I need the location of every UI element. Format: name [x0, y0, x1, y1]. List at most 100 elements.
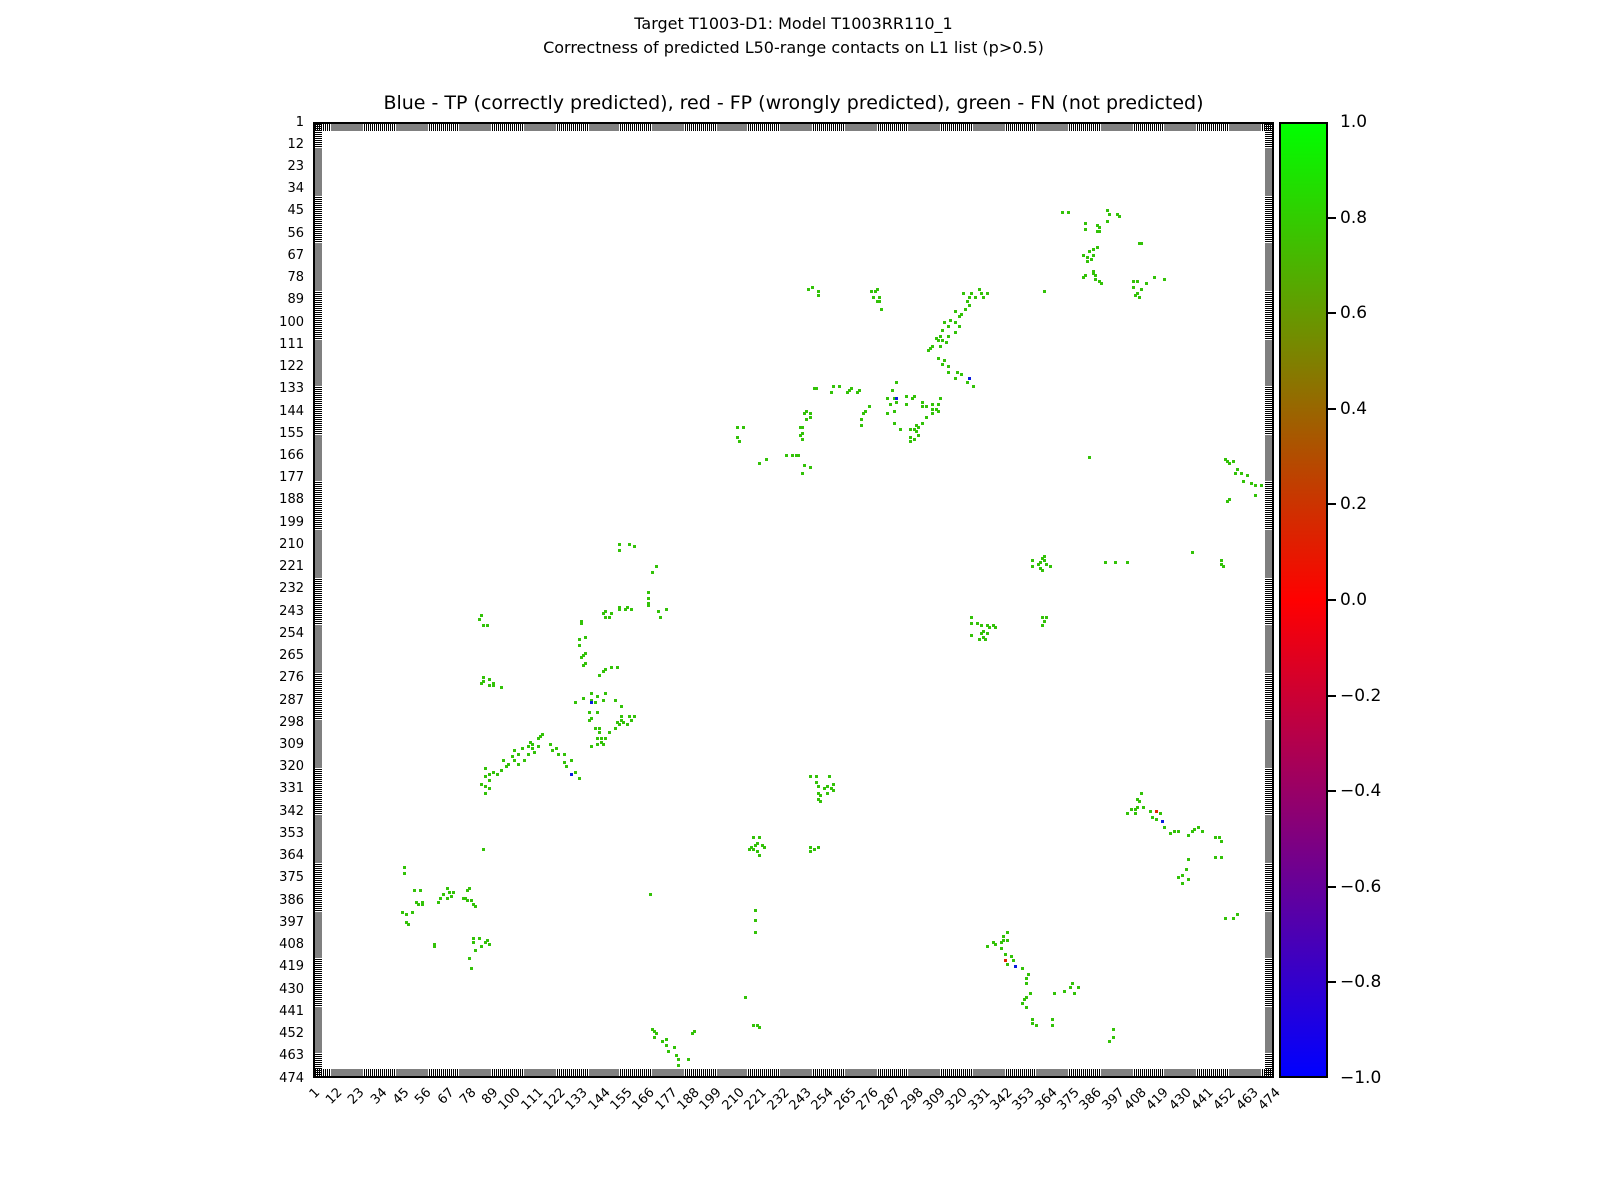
fn-contact-point — [1219, 840, 1223, 844]
fn-contact-point — [754, 844, 758, 848]
fn-contact-point — [959, 373, 963, 377]
fn-contact-point — [510, 755, 514, 759]
fn-contact-point — [827, 775, 831, 779]
fn-contact-point — [819, 799, 823, 803]
fn-contact-point — [595, 710, 599, 714]
fn-contact-point — [969, 633, 973, 637]
fn-contact-point — [630, 718, 634, 722]
fn-contact-point — [482, 848, 486, 852]
y-tick-label: 331 — [279, 781, 304, 797]
plot-area — [313, 122, 1274, 1078]
fn-contact-point — [539, 734, 543, 738]
fn-contact-point — [1233, 472, 1237, 476]
fn-contact-point — [986, 945, 990, 949]
y-tick-label: 56 — [287, 225, 304, 241]
fn-contact-point — [421, 902, 425, 906]
y-tick-label: 34 — [287, 181, 304, 197]
fn-contact-point — [581, 696, 585, 700]
fn-contact-point — [1114, 561, 1118, 565]
fn-contact-point — [992, 623, 996, 627]
fn-contact-point — [1042, 555, 1046, 559]
fn-contact-point — [892, 397, 896, 401]
fn-contact-point — [417, 902, 421, 906]
fn-contact-point — [815, 775, 819, 779]
fn-contact-point — [589, 745, 593, 749]
fn-contact-point — [1006, 939, 1010, 943]
fn-contact-point — [480, 613, 484, 617]
fn-contact-point — [1132, 280, 1136, 284]
fn-contact-point — [467, 957, 471, 961]
fn-contact-point — [1038, 561, 1042, 565]
fn-contact-point — [415, 900, 419, 904]
fn-contact-point — [817, 846, 821, 850]
fn-contact-point — [1095, 229, 1099, 233]
fn-contact-point — [413, 888, 417, 892]
fn-contact-point — [579, 619, 583, 623]
fn-contact-point — [752, 848, 756, 852]
x-tick-label: 78 — [457, 1085, 480, 1108]
fn-contact-point — [829, 787, 833, 791]
fn-contact-point — [1242, 480, 1246, 484]
fn-contact-point — [752, 835, 756, 839]
colorbar-tick — [1328, 312, 1336, 315]
fn-contact-point — [801, 425, 805, 429]
fn-contact-point — [1168, 831, 1172, 835]
fn-contact-point — [1024, 1005, 1028, 1009]
fn-contact-point — [520, 747, 524, 751]
fn-contact-point — [583, 635, 587, 639]
fn-contact-point — [665, 1038, 669, 1042]
fn-contact-point — [790, 453, 794, 457]
fn-contact-point — [469, 967, 473, 971]
y-tick-label: 188 — [279, 492, 304, 508]
fn-contact-point — [764, 458, 768, 462]
fn-contact-point — [805, 417, 809, 421]
fn-contact-point — [488, 684, 492, 688]
fn-contact-point — [1254, 484, 1258, 488]
fn-contact-point — [551, 749, 555, 753]
fn-contact-point — [486, 623, 490, 627]
fn-contact-point — [465, 898, 469, 902]
fn-contact-point — [1116, 213, 1120, 217]
y-tick-label: 122 — [279, 359, 304, 375]
fn-contact-point — [512, 759, 516, 763]
fn-contact-point — [1091, 272, 1095, 276]
fn-contact-point — [537, 745, 541, 749]
fn-contact-point — [472, 902, 475, 906]
axis-minor-ticks-left — [315, 124, 322, 1076]
fn-contact-point — [738, 439, 742, 443]
fn-contact-point — [750, 846, 754, 850]
colorbar-tick-label: −0.2 — [1340, 685, 1382, 706]
fn-contact-point — [557, 753, 561, 757]
fn-contact-point — [1235, 912, 1239, 916]
fn-contact-point — [831, 783, 835, 787]
fn-contact-point — [610, 611, 614, 615]
fn-contact-point — [994, 625, 998, 629]
fn-contact-point — [858, 389, 862, 393]
y-tick-label: 364 — [279, 848, 304, 864]
fn-contact-point — [1140, 288, 1144, 292]
fn-contact-point — [921, 401, 924, 405]
fn-contact-point — [1213, 856, 1217, 860]
fn-contact-point — [910, 397, 914, 401]
fn-contact-point — [975, 621, 979, 625]
fn-contact-point — [624, 607, 628, 611]
fn-contact-point — [618, 605, 622, 609]
fn-contact-point — [618, 607, 622, 611]
fn-contact-point — [614, 698, 618, 702]
colorbar-tick-label: 0.2 — [1340, 494, 1368, 515]
y-tick-label: 221 — [279, 559, 304, 575]
fn-contact-point — [1091, 270, 1095, 274]
fn-contact-point — [1217, 835, 1221, 839]
fn-contact-point — [864, 409, 868, 413]
fn-contact-point — [809, 850, 813, 854]
fn-contact-point — [979, 631, 983, 635]
fn-contact-point — [809, 411, 813, 415]
fn-contact-point — [587, 710, 591, 714]
fn-contact-point — [660, 1040, 664, 1044]
fn-contact-point — [577, 637, 581, 641]
y-tick-label: 309 — [279, 737, 304, 752]
fn-contact-point — [870, 290, 874, 294]
fn-contact-point — [620, 718, 624, 722]
fn-contact-point — [587, 718, 591, 722]
fn-contact-point — [760, 844, 764, 848]
